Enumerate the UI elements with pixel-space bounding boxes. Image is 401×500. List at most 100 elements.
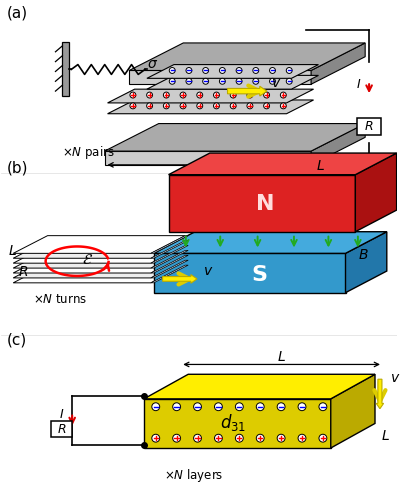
Circle shape xyxy=(152,403,159,410)
Polygon shape xyxy=(354,153,396,232)
FancyArrow shape xyxy=(227,86,266,96)
Circle shape xyxy=(269,78,275,84)
Circle shape xyxy=(163,103,169,109)
Polygon shape xyxy=(310,43,364,84)
Polygon shape xyxy=(150,256,188,273)
Polygon shape xyxy=(144,374,374,399)
Circle shape xyxy=(269,68,275,73)
Text: $B$: $B$ xyxy=(357,248,368,262)
Polygon shape xyxy=(13,250,185,268)
Circle shape xyxy=(263,103,269,109)
Circle shape xyxy=(252,78,258,84)
Text: $v$: $v$ xyxy=(203,264,213,278)
FancyBboxPatch shape xyxy=(51,422,72,437)
Text: $\mathcal{E}$: $\mathcal{E}$ xyxy=(82,252,93,267)
Circle shape xyxy=(246,103,252,109)
Polygon shape xyxy=(13,236,185,254)
Circle shape xyxy=(130,92,136,98)
Circle shape xyxy=(193,403,201,410)
FancyArrow shape xyxy=(375,379,383,408)
Polygon shape xyxy=(104,151,310,165)
Circle shape xyxy=(172,434,180,442)
Polygon shape xyxy=(150,260,188,278)
Circle shape xyxy=(214,403,222,410)
Polygon shape xyxy=(144,399,330,448)
Text: (b): (b) xyxy=(6,160,28,176)
Polygon shape xyxy=(168,153,396,174)
Circle shape xyxy=(297,434,305,442)
Circle shape xyxy=(146,103,152,109)
Polygon shape xyxy=(154,232,386,254)
Text: $\times N$ pairs: $\times N$ pairs xyxy=(62,144,115,161)
Circle shape xyxy=(172,403,180,410)
FancyArrow shape xyxy=(162,274,196,283)
Text: $\sigma$: $\sigma$ xyxy=(146,56,158,70)
Polygon shape xyxy=(13,246,185,263)
Circle shape xyxy=(235,68,241,73)
Circle shape xyxy=(230,103,235,109)
Text: $L$: $L$ xyxy=(315,159,324,173)
Circle shape xyxy=(152,434,159,442)
Polygon shape xyxy=(129,43,364,70)
Text: $L$: $L$ xyxy=(276,350,286,364)
Text: $L$: $L$ xyxy=(380,429,389,443)
Circle shape xyxy=(286,78,292,84)
Circle shape xyxy=(279,103,286,109)
Polygon shape xyxy=(146,76,318,89)
Circle shape xyxy=(230,92,235,98)
Text: N: N xyxy=(256,194,274,214)
Text: S: S xyxy=(251,265,267,285)
Circle shape xyxy=(196,103,202,109)
Circle shape xyxy=(193,434,201,442)
Circle shape xyxy=(276,403,284,410)
Circle shape xyxy=(180,103,186,109)
Circle shape xyxy=(196,92,202,98)
Polygon shape xyxy=(344,232,386,292)
Circle shape xyxy=(219,78,225,84)
Circle shape xyxy=(130,103,136,109)
Polygon shape xyxy=(146,64,318,78)
Circle shape xyxy=(186,78,191,84)
Text: $v$: $v$ xyxy=(270,76,280,90)
Polygon shape xyxy=(310,124,364,165)
Polygon shape xyxy=(330,374,374,448)
Circle shape xyxy=(169,78,175,84)
Polygon shape xyxy=(13,265,185,283)
Circle shape xyxy=(163,92,169,98)
Circle shape xyxy=(214,434,222,442)
Polygon shape xyxy=(13,256,185,273)
Circle shape xyxy=(256,403,263,410)
Polygon shape xyxy=(104,124,364,151)
Circle shape xyxy=(169,68,175,73)
Circle shape xyxy=(246,92,252,98)
Polygon shape xyxy=(150,250,188,268)
Polygon shape xyxy=(13,240,185,258)
Text: $I$: $I$ xyxy=(355,78,361,91)
Text: $R$: $R$ xyxy=(57,423,66,436)
Text: $\times N$ layers: $\times N$ layers xyxy=(163,468,223,484)
Circle shape xyxy=(235,434,243,442)
Text: $R$: $R$ xyxy=(363,120,373,133)
Polygon shape xyxy=(154,254,344,292)
Circle shape xyxy=(297,403,305,410)
Circle shape xyxy=(279,92,286,98)
Text: (a): (a) xyxy=(6,6,27,20)
Circle shape xyxy=(263,92,269,98)
Polygon shape xyxy=(129,70,310,84)
Text: $v$: $v$ xyxy=(389,371,399,385)
Circle shape xyxy=(202,78,208,84)
Circle shape xyxy=(186,68,191,73)
Circle shape xyxy=(318,434,326,442)
Polygon shape xyxy=(150,265,188,283)
Circle shape xyxy=(202,68,208,73)
Circle shape xyxy=(180,92,186,98)
Circle shape xyxy=(235,403,243,410)
Circle shape xyxy=(235,78,241,84)
Text: $\times N$ turns: $\times N$ turns xyxy=(33,292,87,306)
Polygon shape xyxy=(168,174,354,232)
Circle shape xyxy=(276,434,284,442)
Circle shape xyxy=(318,403,326,410)
Polygon shape xyxy=(13,260,185,278)
Circle shape xyxy=(213,103,219,109)
FancyBboxPatch shape xyxy=(356,118,380,136)
